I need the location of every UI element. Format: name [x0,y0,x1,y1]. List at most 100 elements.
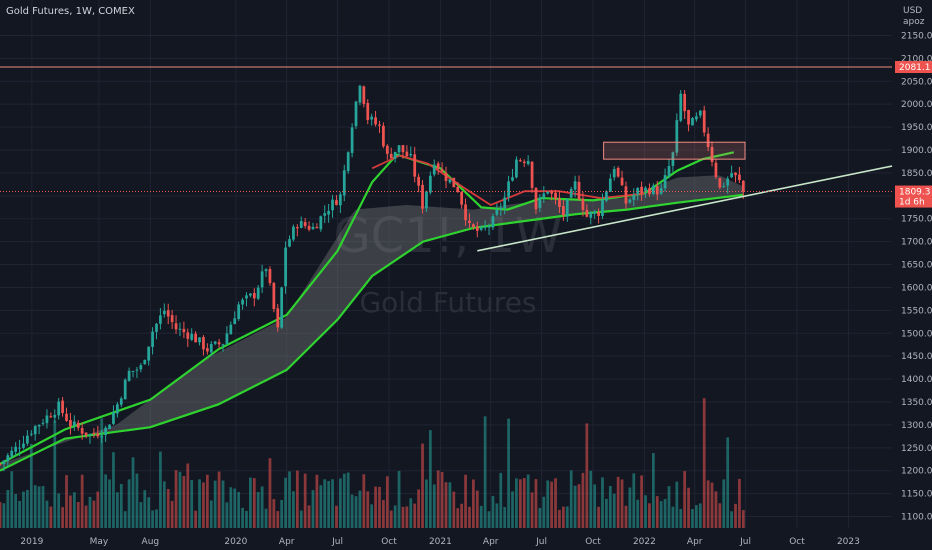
volume-bar [61,507,64,528]
volume-bar [550,481,554,528]
candle-body [92,433,96,435]
candle-body [605,191,608,201]
candle-body [479,227,483,230]
y-tick-label: 1200.0 [901,467,932,477]
candle-body [229,324,233,335]
volume-bar [366,491,370,528]
candle-body [41,422,45,424]
volume-bar [601,477,604,528]
x-tick-label: 2019 [20,537,43,547]
candle-body [409,154,413,156]
volume-bar [92,500,96,528]
volume-bar [385,476,389,528]
y-tick-label: 1350.0 [901,398,932,408]
candle-body [382,125,385,147]
volume-bar [413,503,417,528]
resistance-box [603,141,746,160]
candle-body [483,226,487,228]
y-tick-label: 1900.0 [901,146,932,156]
volume-bar [499,472,503,528]
volume-bar [22,491,25,528]
volume-bar [491,496,495,528]
volume-bar [221,480,225,528]
volume-bar [127,479,131,528]
candle-body [464,204,467,221]
volume-bar [280,500,284,528]
candle-body [127,370,131,381]
candle-body [264,269,268,272]
volume-bar [6,490,10,528]
volume-bar [335,505,338,528]
candle-body [190,333,194,340]
candle-body [272,282,276,309]
candle-body [417,176,420,186]
candle-body [452,177,456,188]
candle-body [96,433,100,437]
volume-bar [687,487,690,528]
candle-body [76,422,80,428]
candle-body [45,415,49,424]
volume-bar [405,506,409,528]
candle-body [585,209,589,217]
volume-bar [382,500,385,528]
volume-bar [378,486,381,528]
candle-body [151,331,154,347]
volume-bar [428,430,432,528]
volume-bar [464,474,467,528]
volume-bar [276,511,280,528]
volume-bar [460,503,464,528]
volume-bar [72,492,76,528]
volume-bar [691,508,694,528]
volume-bar [112,452,115,528]
candle-body [217,342,221,345]
candle-body [444,172,448,181]
candle-body [194,333,197,343]
candle-body [687,109,690,125]
y-tick-label: 1400.0 [901,375,932,385]
candle-body [335,200,338,205]
volume-bar [108,479,111,528]
x-tick-label: Jul [535,537,547,547]
candle-body [37,424,41,427]
volume-bar [472,479,475,528]
candle-body [342,170,346,196]
candle-body [448,179,452,183]
volume-bar [577,484,581,528]
volume-bar [49,506,53,528]
volume-bar [104,474,108,528]
candle-body [698,110,702,116]
ma-band [0,175,744,471]
y-tick-label: 1700.0 [901,238,932,248]
volume-bar [233,488,237,528]
candle-body [714,162,718,177]
candle-body [456,187,460,192]
candle-body [511,177,514,181]
candle-body [115,404,119,414]
candle-body [679,93,683,121]
candle-body [616,168,620,177]
candle-body [241,299,244,305]
volume-bar [319,485,323,528]
volume-bar [292,491,295,528]
candle-body [26,435,29,444]
candle-body [245,295,248,299]
volume-bar [698,503,702,528]
candle-body [651,185,655,194]
volume-bar [573,485,577,528]
candle-body [640,186,643,193]
candle-body [280,287,284,328]
volume-bar [546,480,550,528]
volume-bar [695,505,698,528]
candle-body [554,192,557,200]
candle-body [84,432,88,436]
candle-body [225,333,229,345]
candle-body [0,463,2,465]
volume-bar [241,507,244,528]
candle-body [522,161,526,164]
volume-bar [37,486,41,528]
y-tick-label: 1750.0 [901,215,932,225]
volume-bar [655,496,659,528]
candle-body [487,226,491,228]
candle-body [425,191,428,209]
